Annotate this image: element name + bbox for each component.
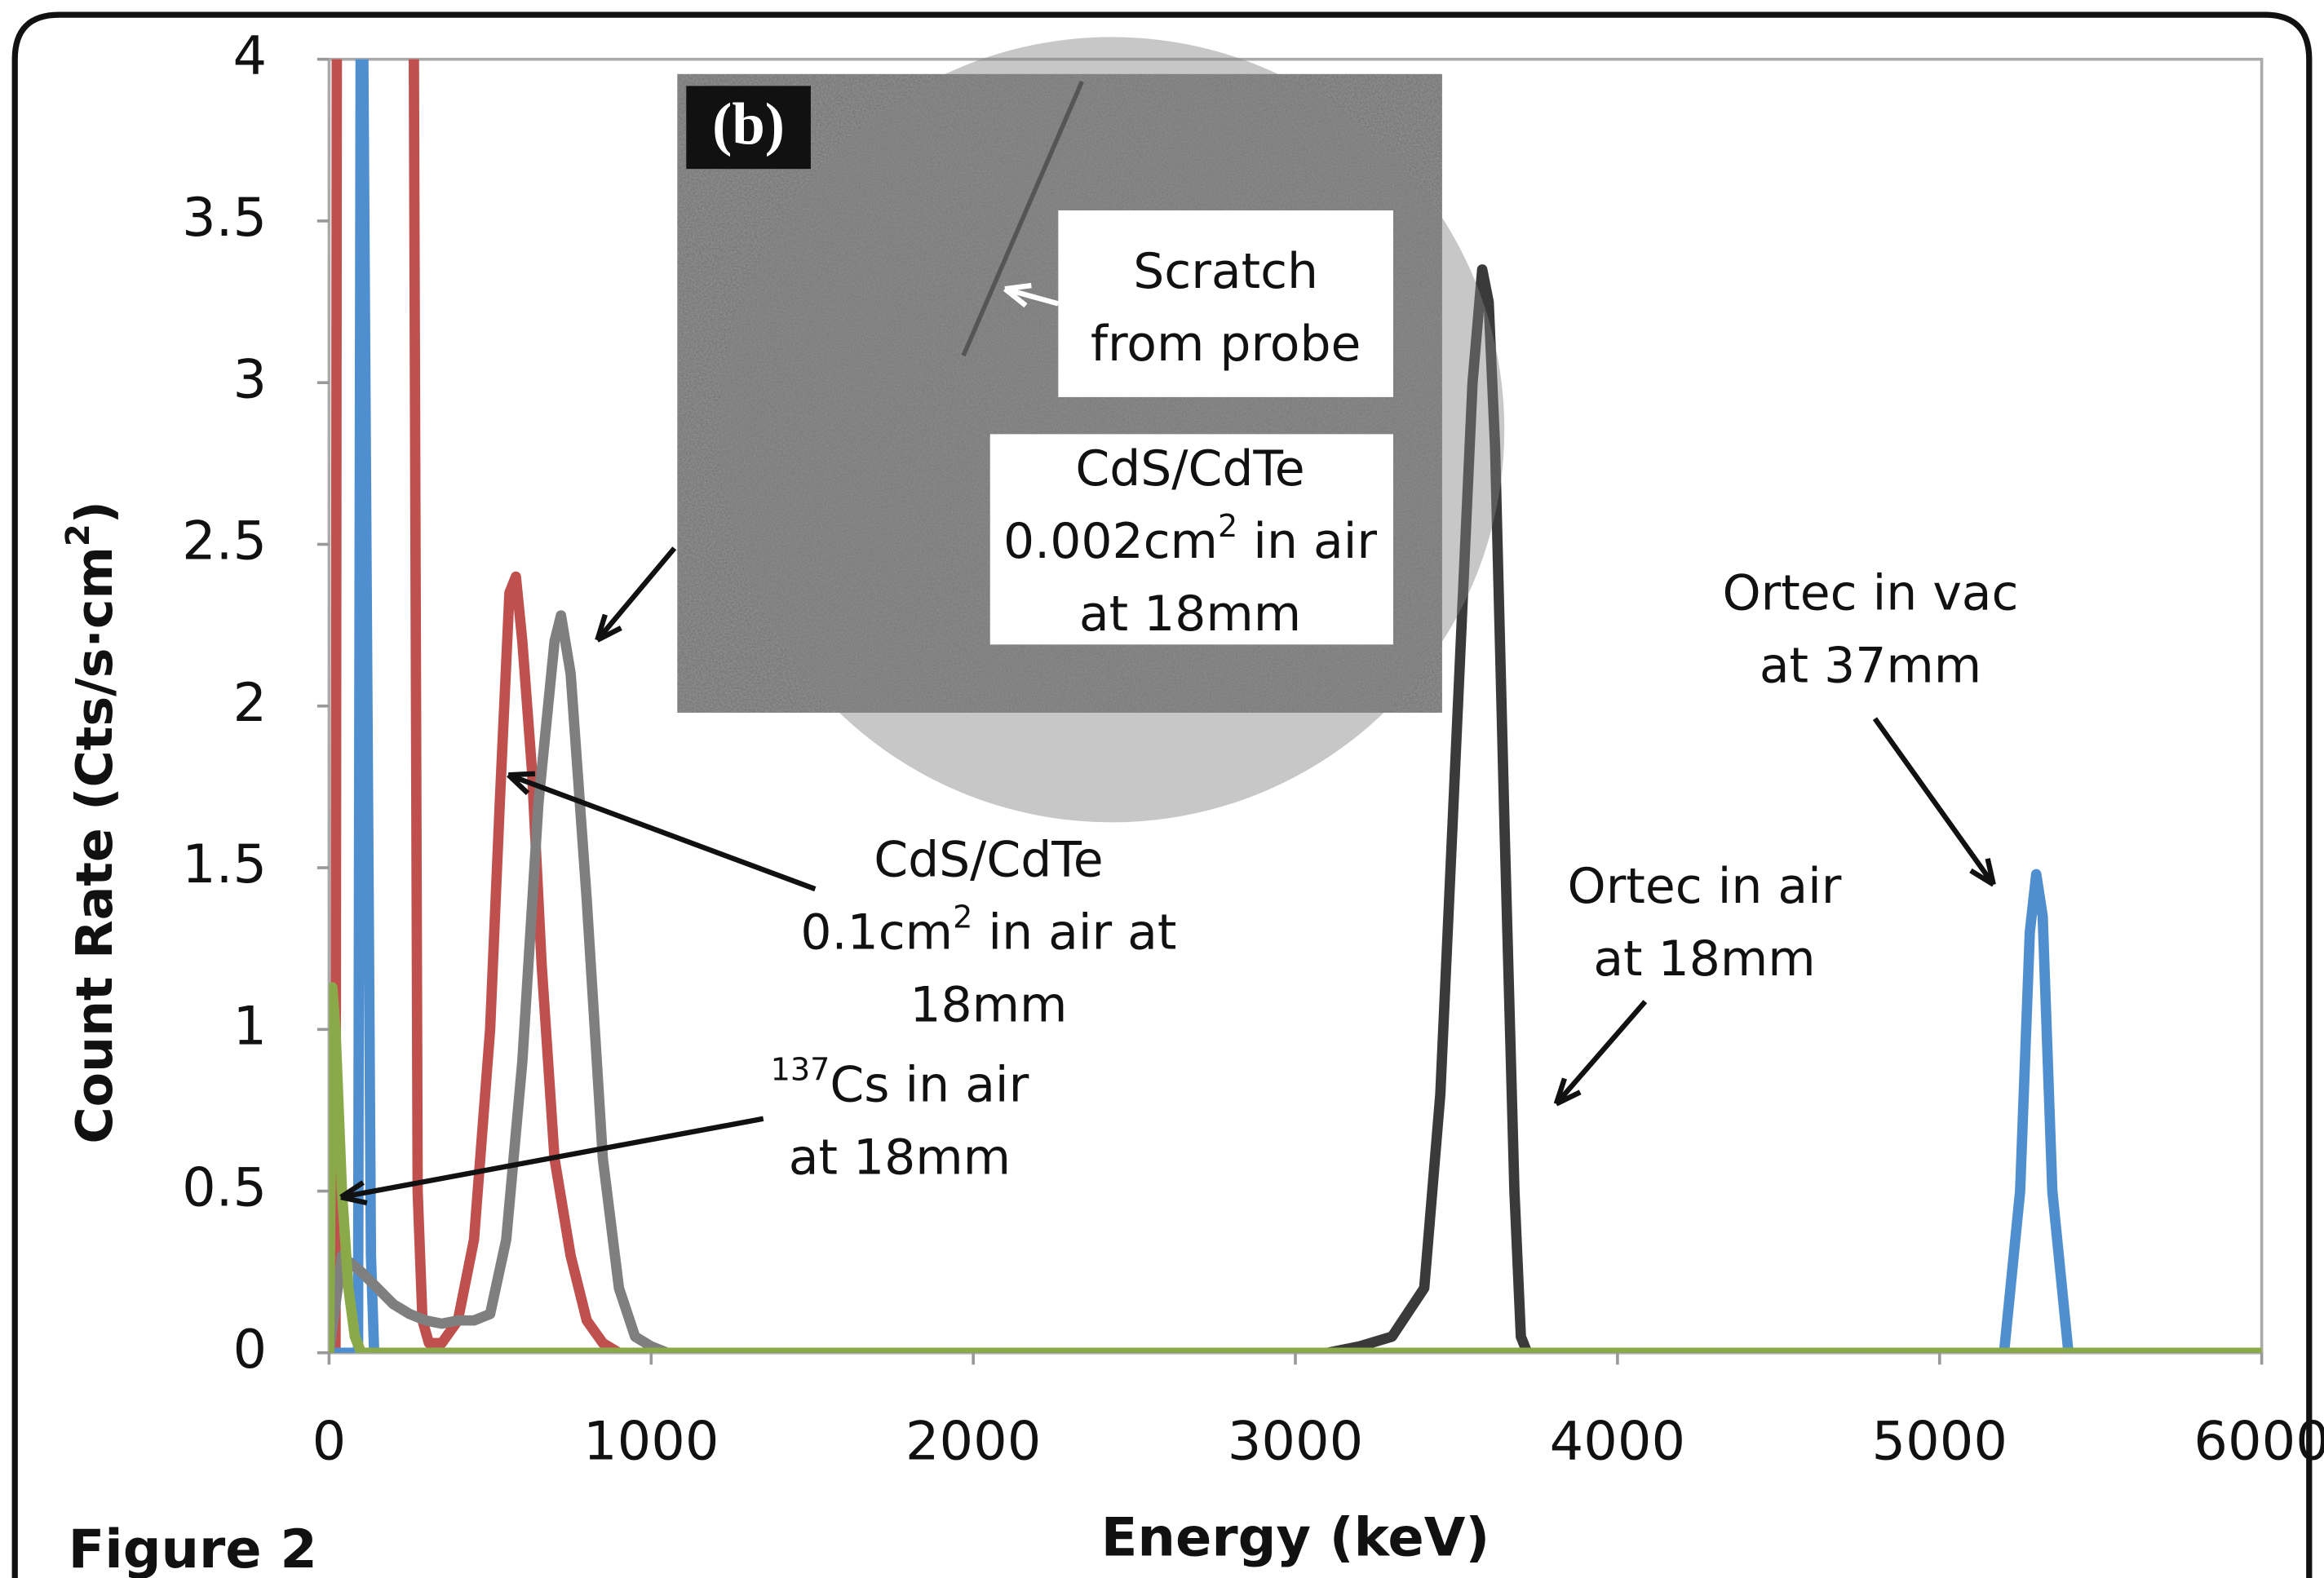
annotation-text-part: at 18mm [1079, 585, 1301, 642]
annotation-text-part: at 37mm [1760, 637, 1981, 694]
annotation-arrow [1875, 718, 1993, 884]
chart: 0 0.5 1 1.5 2 2.5 3 3.5 4 0 1000 2000 3000 4000 5000 60… [0, 0, 2324, 1578]
y-tick-label: 4 [232, 25, 267, 87]
annotation-text: 0.002cm2 in air [1003, 507, 1377, 569]
y-axis-title-part: ) [65, 501, 124, 524]
annotation-text: Ortec in air [1568, 858, 1842, 915]
annotation-text-part: Ortec in vac [1722, 564, 2018, 621]
annotation-text-part: at 18mm [1593, 930, 1815, 988]
annotation-text-part: 18mm [910, 976, 1067, 1033]
annotation-text: 137Cs in air [771, 1051, 1029, 1113]
x-tick-label: 2000 [905, 1411, 1041, 1473]
annotation-text: at 18mm [1079, 585, 1301, 642]
annotation-text: 18mm [910, 976, 1067, 1033]
annotation-text-part: 2 [953, 899, 972, 935]
annotation-text-part: Cs in air [830, 1056, 1029, 1113]
annotation-text-part: in air [1237, 512, 1377, 569]
annotation-text-part: CdS/CdTe [874, 831, 1103, 888]
y-axis-title-part: Count Rate (Cts/s·cm [65, 546, 124, 1144]
x-tick-label: 5000 [1872, 1411, 2007, 1473]
annotation-text: Scratch [1133, 243, 1318, 300]
y-tick-label: 0.5 [182, 1157, 267, 1219]
inset: (b) [677, 37, 1504, 822]
y-tick-label: 2.5 [182, 511, 267, 572]
annotation-text: Ortec in vac [1722, 564, 2018, 621]
figure-label: Figure 2 [69, 1518, 317, 1578]
annotation-text-part: in air at [972, 904, 1176, 961]
y-tick-label: 2 [232, 672, 267, 734]
inset-contact [719, 37, 1504, 822]
page: {"chart_data": { "type": "line", "figure… [0, 0, 2324, 1578]
y-axis-title-part: 2 [60, 524, 97, 546]
inset-label: (b) [712, 91, 785, 157]
x-tick-label: 1000 [583, 1411, 719, 1473]
annotation-text: at 18mm [789, 1129, 1011, 1186]
annotation-text-part: 137 [771, 1051, 830, 1087]
y-tick-label: 0 [232, 1319, 267, 1381]
annotation-text-part: Scratch [1133, 243, 1318, 300]
annotation-text-part: 2 [1218, 507, 1237, 543]
annotation-text: CdS/CdTe [1075, 440, 1304, 497]
x-tick-label: 6000 [2193, 1411, 2324, 1473]
annotation-text-part: CdS/CdTe [1075, 440, 1304, 497]
annotation-text-part: at 18mm [789, 1129, 1011, 1186]
annotation-text: at 37mm [1760, 637, 1981, 694]
x-tick-label: 4000 [1550, 1411, 1685, 1473]
annotation-text: at 18mm [1593, 930, 1815, 988]
y-tick-label: 3 [232, 348, 267, 410]
annotation-arrow [597, 548, 674, 640]
annotation-arrow [1556, 1001, 1645, 1103]
annotation-text: CdS/CdTe [874, 831, 1103, 888]
annotation-text-part: from probe [1091, 316, 1361, 373]
annotation-text: from probe [1091, 316, 1361, 373]
y-axis-title: Count Rate (Cts/s·cm2) [60, 501, 124, 1144]
annotation-text-part: 0.1cm [800, 904, 953, 961]
annotation-text: 0.1cm2 in air at [800, 899, 1176, 961]
annotation-arrow [508, 775, 815, 889]
x-axis-title: Energy (keV) [1101, 1507, 1490, 1569]
y-tick-label: 1 [232, 995, 267, 1057]
annotation-text-part: 0.002cm [1003, 512, 1218, 569]
annotation-text-part: Ortec in air [1568, 858, 1842, 915]
x-tick-label: 0 [312, 1411, 347, 1473]
x-tick-label: 3000 [1228, 1411, 1363, 1473]
y-tick-label: 3.5 [182, 187, 267, 249]
y-tick-label: 1.5 [182, 833, 267, 895]
